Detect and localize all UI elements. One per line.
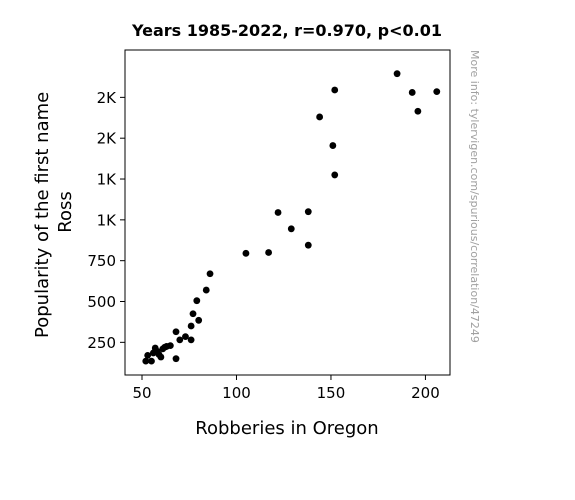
y-tick-label: 2K (97, 130, 118, 148)
data-points (142, 70, 441, 365)
data-point (148, 357, 155, 365)
data-point (182, 333, 189, 341)
data-point (172, 328, 180, 336)
y-tick-label: 2K (97, 89, 118, 107)
data-point (329, 142, 337, 149)
x-tick-label: 100 (222, 384, 251, 402)
y-tick-label: 1K (97, 211, 118, 229)
x-tick-label: 150 (317, 384, 346, 402)
data-point (157, 353, 165, 361)
data-point (393, 70, 401, 78)
data-point (195, 316, 203, 324)
data-point (202, 286, 210, 294)
data-point (189, 310, 197, 318)
data-point (304, 241, 312, 249)
data-point (187, 336, 195, 344)
y-axis-label: Popularity of the first name Ross (32, 86, 76, 338)
y-axis-label-line-1: Popularity of the first name (32, 92, 53, 338)
chart-title: Years 1985-2022, r=0.970, p<0.01 (131, 21, 442, 40)
data-point (331, 171, 339, 179)
data-point (265, 249, 273, 256)
y-tick-label: 750 (87, 252, 116, 270)
y-tick-label: 250 (87, 334, 116, 352)
x-tick-label: 200 (411, 384, 440, 402)
x-axis-label: Robberies in Oregon (195, 418, 378, 439)
y-tick-label: 1K (97, 171, 118, 189)
x-tick-label: 50 (132, 384, 151, 402)
data-point (176, 336, 184, 344)
data-point (274, 209, 282, 216)
data-point (433, 88, 441, 96)
plot-area (124, 49, 451, 376)
data-point (206, 270, 214, 278)
x-axis: 50 100 150 200 (132, 375, 440, 402)
data-point (414, 107, 422, 115)
y-axis-label-line-2: Ross (55, 191, 76, 232)
data-point (187, 322, 195, 330)
data-point (142, 357, 150, 365)
data-point (331, 86, 339, 94)
data-point (316, 113, 324, 121)
watermark-text: More info: tylervigen.com/spurious/corre… (468, 50, 481, 343)
data-point (408, 89, 416, 96)
data-point (304, 208, 312, 216)
y-axis: 250 500 750 1K 1K 2K 2K (87, 89, 125, 352)
y-tick-label: 500 (87, 293, 116, 311)
data-point (144, 352, 152, 359)
data-point (166, 342, 174, 350)
data-point (193, 297, 201, 305)
data-point (172, 355, 180, 363)
data-point (242, 249, 250, 257)
data-point (287, 225, 295, 233)
